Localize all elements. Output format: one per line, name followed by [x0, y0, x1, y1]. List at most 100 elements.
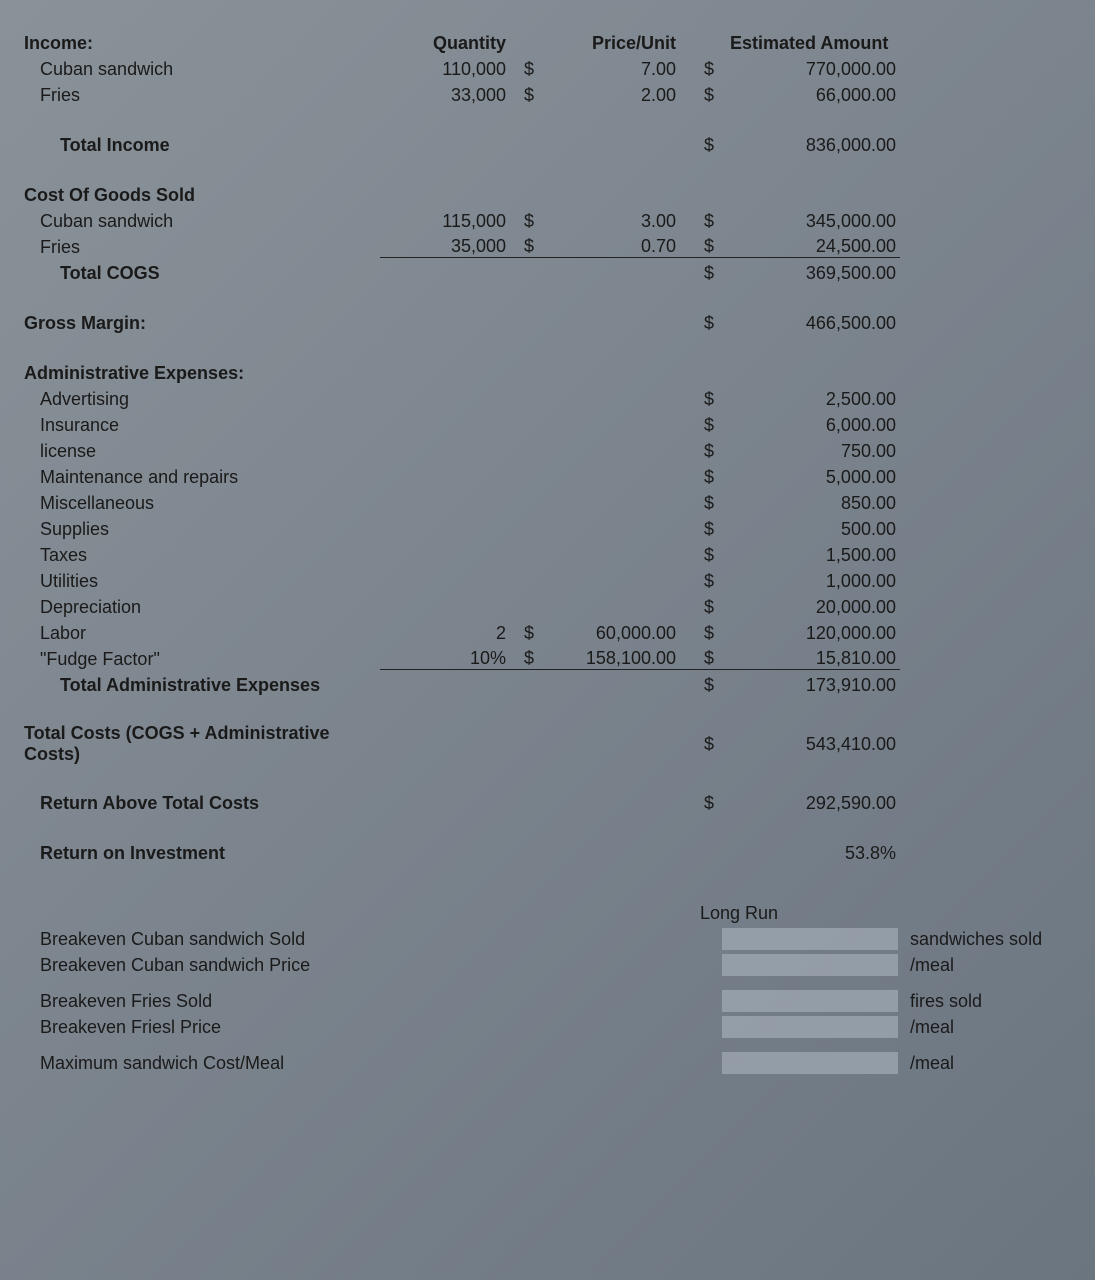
breakeven-row: Breakeven Cuban sandwich Price /meal [20, 952, 1075, 978]
admin-row: license $ 750.00 [20, 438, 1075, 464]
admin-item-label: Miscellaneous [20, 493, 380, 514]
currency-symbol: $ [510, 623, 540, 644]
admin-row: Insurance $ 6,000.00 [20, 412, 1075, 438]
currency-symbol: $ [680, 519, 720, 540]
total-admin-row: Total Administrative Expenses $ 173,910.… [20, 672, 1075, 698]
admin-row: Maintenance and repairs $ 5,000.00 [20, 464, 1075, 490]
cogs-item-qty: 35,000 [380, 236, 510, 258]
breakeven-label: Maximum sandwich Cost/Meal [20, 1053, 380, 1074]
admin-item-label: Taxes [20, 545, 380, 566]
admin-item-amount: 1,000.00 [720, 571, 900, 592]
breakeven-row: Maximum sandwich Cost/Meal /meal [20, 1050, 1075, 1076]
currency-symbol: $ [680, 467, 720, 488]
income-item-label: Cuban sandwich [20, 59, 380, 80]
estimated-header: Estimated Amount [720, 33, 900, 54]
breakeven-value-blank [722, 1016, 898, 1038]
currency-symbol: $ [680, 135, 720, 156]
admin-item-amount: 5,000.00 [720, 467, 900, 488]
cogs-item-qty: 115,000 [380, 211, 510, 232]
currency-symbol: $ [510, 648, 540, 670]
cogs-row-cuban: Cuban sandwich 115,000 $ 3.00 $ 345,000.… [20, 208, 1075, 234]
currency-symbol: $ [680, 211, 720, 232]
currency-symbol: $ [680, 313, 720, 334]
total-income-label: Total Income [20, 135, 380, 156]
roi-label: Return on Investment [20, 843, 380, 864]
breakeven-suffix: fires sold [900, 991, 1095, 1012]
gross-margin-amount: 466,500.00 [720, 313, 900, 334]
quantity-header: Quantity [380, 33, 510, 54]
admin-row: Utilities $ 1,000.00 [20, 568, 1075, 594]
admin-fudge-row: "Fudge Factor" 10% $ 158,100.00 $ 15,810… [20, 646, 1075, 672]
cogs-item-amount: 24,500.00 [720, 236, 900, 258]
admin-item-label: Maintenance and repairs [20, 467, 380, 488]
fudge-label: "Fudge Factor" [20, 649, 380, 670]
income-item-price: 2.00 [540, 85, 680, 106]
admin-item-label: Advertising [20, 389, 380, 410]
currency-symbol: $ [510, 236, 540, 258]
breakeven-value-blank [722, 954, 898, 976]
admin-item-amount: 2,500.00 [720, 389, 900, 410]
breakeven-row: Breakeven Cuban sandwich Sold sandwiches… [20, 926, 1075, 952]
currency-symbol: $ [510, 59, 540, 80]
currency-symbol: $ [680, 389, 720, 410]
income-item-qty: 33,000 [380, 85, 510, 106]
labor-qty: 2 [380, 623, 510, 644]
admin-item-amount: 750.00 [720, 441, 900, 462]
admin-row: Miscellaneous $ 850.00 [20, 490, 1075, 516]
admin-item-label: Utilities [20, 571, 380, 592]
roi-amount: 53.8% [720, 843, 900, 864]
currency-symbol: $ [680, 734, 720, 755]
total-costs-label: Total Costs (COGS + Administrative Costs… [20, 723, 380, 765]
income-item-amount: 66,000.00 [720, 85, 900, 106]
total-admin-amount: 173,910.00 [720, 675, 900, 696]
admin-item-amount: 1,500.00 [720, 545, 900, 566]
income-row-cuban: Cuban sandwich 110,000 $ 7.00 $ 770,000.… [20, 56, 1075, 82]
admin-item-label: Depreciation [20, 597, 380, 618]
breakeven-row: Breakeven Friesl Price /meal [20, 1014, 1075, 1040]
income-item-qty: 110,000 [380, 59, 510, 80]
currency-symbol: $ [680, 623, 720, 644]
admin-labor-row: Labor 2 $ 60,000.00 $ 120,000.00 [20, 620, 1075, 646]
breakeven-suffix: /meal [900, 955, 1095, 976]
currency-symbol: $ [680, 571, 720, 592]
currency-symbol: $ [680, 263, 720, 284]
return-above-label: Return Above Total Costs [20, 793, 380, 814]
admin-item-amount: 850.00 [720, 493, 900, 514]
breakeven-label: Breakeven Fries Sold [20, 991, 380, 1012]
currency-symbol: $ [680, 648, 720, 670]
cogs-item-label: Cuban sandwich [20, 211, 380, 232]
currency-symbol: $ [680, 597, 720, 618]
roi-row: Return on Investment 53.8% [20, 840, 1075, 866]
labor-amount: 120,000.00 [720, 623, 900, 644]
admin-item-amount: 20,000.00 [720, 597, 900, 618]
breakeven-suffix: /meal [900, 1017, 1095, 1038]
return-above-row: Return Above Total Costs $ 292,590.00 [20, 790, 1075, 816]
fudge-amount: 15,810.00 [720, 648, 900, 670]
currency-symbol: $ [680, 441, 720, 462]
total-costs-amount: 543,410.00 [720, 734, 900, 755]
total-income-amount: 836,000.00 [720, 135, 900, 156]
breakeven-suffix: /meal [900, 1053, 1095, 1074]
breakeven-value-blank [722, 1052, 898, 1074]
currency-symbol: $ [510, 85, 540, 106]
total-cogs-label: Total COGS [20, 263, 380, 284]
admin-row: Supplies $ 500.00 [20, 516, 1075, 542]
cogs-title: Cost Of Goods Sold [20, 185, 380, 206]
financial-sheet: Income: Quantity Price/Unit Estimated Am… [20, 30, 1075, 1076]
admin-row: Taxes $ 1,500.00 [20, 542, 1075, 568]
longrun-header-row: Long Run [20, 900, 1075, 926]
currency-symbol: $ [680, 415, 720, 436]
currency-symbol: $ [680, 493, 720, 514]
breakeven-row: Breakeven Fries Sold fires sold [20, 988, 1075, 1014]
admin-title: Administrative Expenses: [20, 363, 380, 384]
total-cogs-row: Total COGS $ 369,500.00 [20, 260, 1075, 286]
currency-symbol: $ [680, 793, 720, 814]
admin-row: Advertising $ 2,500.00 [20, 386, 1075, 412]
income-item-label: Fries [20, 85, 380, 106]
cogs-header-row: Cost Of Goods Sold [20, 182, 1075, 208]
fudge-qty: 10% [380, 648, 510, 670]
breakeven-value-blank [722, 928, 898, 950]
income-item-price: 7.00 [540, 59, 680, 80]
cogs-item-price: 3.00 [540, 211, 680, 232]
income-header: Income: [20, 33, 380, 54]
